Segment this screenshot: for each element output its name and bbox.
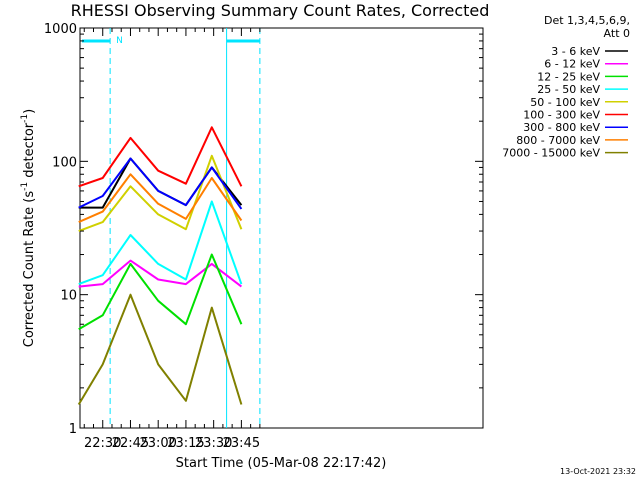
series-line xyxy=(78,200,243,286)
legend-label: 800 - 7000 keV xyxy=(516,134,600,147)
x-tick-label: 22:45 xyxy=(112,436,149,451)
plot-area: N 1 10 100 1000 22:3022:4523:0023:1523:3023… xyxy=(44,22,484,451)
legend-label: 6 - 12 keV xyxy=(544,58,600,71)
series-line xyxy=(78,126,243,188)
series-line xyxy=(78,154,243,233)
chart-title: RHESSI Observing Summary Count Rates, Co… xyxy=(71,1,490,20)
series-line xyxy=(78,253,243,331)
series-line xyxy=(78,157,243,209)
legend-header-line-2: Att 0 xyxy=(604,27,630,40)
legend-label: 7000 - 15000 keV xyxy=(502,147,600,160)
legend-label: 12 - 25 keV xyxy=(537,70,600,83)
legend-label: 100 - 300 keV xyxy=(523,109,600,122)
series-line xyxy=(77,293,243,406)
y-tick-label: 1 xyxy=(69,422,77,437)
x-tick-label: 23:30 xyxy=(195,436,232,451)
series-line xyxy=(78,157,243,210)
legend-label: 50 - 100 keV xyxy=(530,96,600,109)
x-tick-label: 22:30 xyxy=(84,436,121,451)
legend-label: 25 - 50 keV xyxy=(537,83,600,96)
y-axis-label: Corrected Count Rate (s-1 detector-1) xyxy=(20,109,37,347)
flag-label: N xyxy=(116,36,123,46)
legend-label: 3 - 6 keV xyxy=(551,45,600,58)
x-tick-label: 23:45 xyxy=(223,436,260,451)
legend-header-line-1: Det 1,3,4,5,6,9, xyxy=(544,14,630,27)
legend-label: 300 - 800 keV xyxy=(523,121,600,134)
y-tick-label: 10 xyxy=(60,289,77,304)
series-line xyxy=(78,259,243,288)
x-axis-label: Start Time (05-Mar-08 22:17:42) xyxy=(176,456,387,471)
footer-timestamp: 13-Oct-2021 23:32 xyxy=(560,467,636,476)
x-tick-label: 23:15 xyxy=(167,436,204,451)
x-tick-label: 23:00 xyxy=(139,436,176,451)
plot-frame xyxy=(79,27,484,429)
y-tick-label: 1000 xyxy=(44,22,77,37)
y-tick-label: 100 xyxy=(52,155,77,170)
series-line xyxy=(78,173,243,224)
